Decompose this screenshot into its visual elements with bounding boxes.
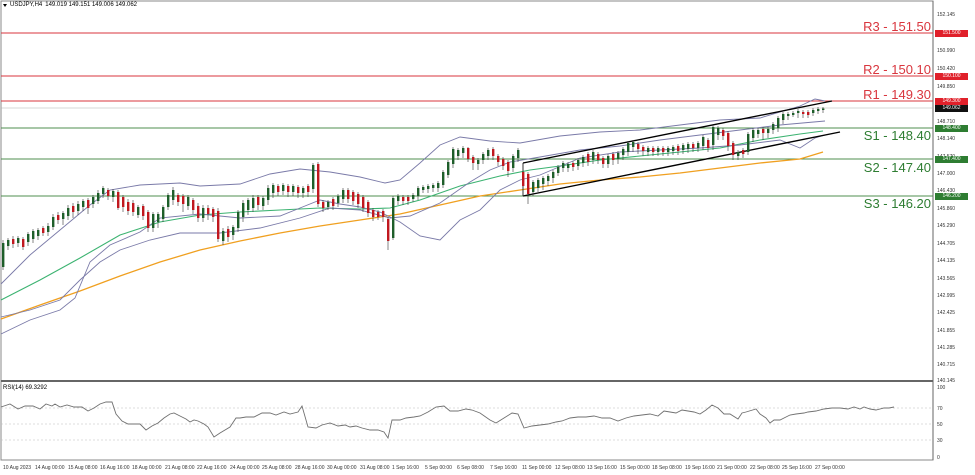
svg-text:147.000: 147.000 xyxy=(937,171,955,177)
svg-text:30: 30 xyxy=(937,438,943,444)
level-label-s2: S2 - 147.40 xyxy=(863,160,931,175)
current-price-tag: 149.062 xyxy=(935,105,968,112)
ma-slow-line xyxy=(0,151,824,320)
svg-text:148.140: 148.140 xyxy=(937,136,955,142)
ohlc-values: 149.019 149.151 149.006 149.062 xyxy=(45,2,138,8)
bollinger-bands xyxy=(0,98,826,335)
level-label-r2: R2 - 150.10 xyxy=(863,62,931,77)
svg-text:141.285: 141.285 xyxy=(937,345,955,351)
svg-text:141.855: 141.855 xyxy=(937,328,955,334)
svg-text:146.430: 146.430 xyxy=(937,188,955,194)
rsi-pane xyxy=(0,401,933,441)
svg-text:145.860: 145.860 xyxy=(937,206,955,212)
svg-text:143.565: 143.565 xyxy=(937,276,955,282)
svg-text:0: 0 xyxy=(937,455,940,461)
svg-text:100: 100 xyxy=(937,385,946,391)
rsi-line xyxy=(0,401,895,440)
svg-text:150.990: 150.990 xyxy=(937,48,955,54)
svg-text:70: 70 xyxy=(937,406,943,412)
price-tag-s1: 148.400 xyxy=(935,125,968,132)
symbol-timeframe: USDJPY,H4 xyxy=(10,2,43,8)
rsi-label: RSI(14) 69.3292 xyxy=(3,385,48,391)
ma-fast-line xyxy=(0,130,824,301)
level-label-r1: R1 - 149.30 xyxy=(863,87,931,102)
svg-text:145.290: 145.290 xyxy=(937,223,955,229)
chart-title: USDJPY,H4 149.019 149.151 149.006 149.06… xyxy=(3,2,137,8)
svg-text:142.995: 142.995 xyxy=(937,293,955,299)
price-tag-r3: 151.500 xyxy=(935,30,968,37)
svg-text:152.145: 152.145 xyxy=(937,12,955,18)
svg-text:142.425: 142.425 xyxy=(937,310,955,316)
rsi-axis-labels: 100 70 50 30 0 xyxy=(937,385,946,461)
svg-text:144.705: 144.705 xyxy=(937,241,955,247)
level-label-s1: S1 - 148.40 xyxy=(863,128,931,143)
svg-text:140.715: 140.715 xyxy=(937,362,955,368)
level-label-r3: R3 - 151.50 xyxy=(863,19,931,34)
candlesticks xyxy=(2,107,825,270)
svg-text:140.145: 140.145 xyxy=(937,378,955,384)
price-tag-r2: 150.100 xyxy=(935,73,968,80)
price-tag-r1: 149.300 xyxy=(935,98,968,105)
svg-text:150.420: 150.420 xyxy=(937,66,955,72)
price-tag-s3: 146.200 xyxy=(935,193,968,200)
svg-text:50: 50 xyxy=(937,422,943,428)
svg-text:144.135: 144.135 xyxy=(937,258,955,264)
level-label-s3: S3 - 146.20 xyxy=(863,196,931,211)
chevron-down-icon[interactable] xyxy=(3,3,7,7)
level-lines xyxy=(1,32,933,197)
svg-text:149.850: 149.850 xyxy=(937,84,955,90)
price-tag-s2: 147.400 xyxy=(935,156,968,163)
svg-text:148.710: 148.710 xyxy=(937,119,955,125)
